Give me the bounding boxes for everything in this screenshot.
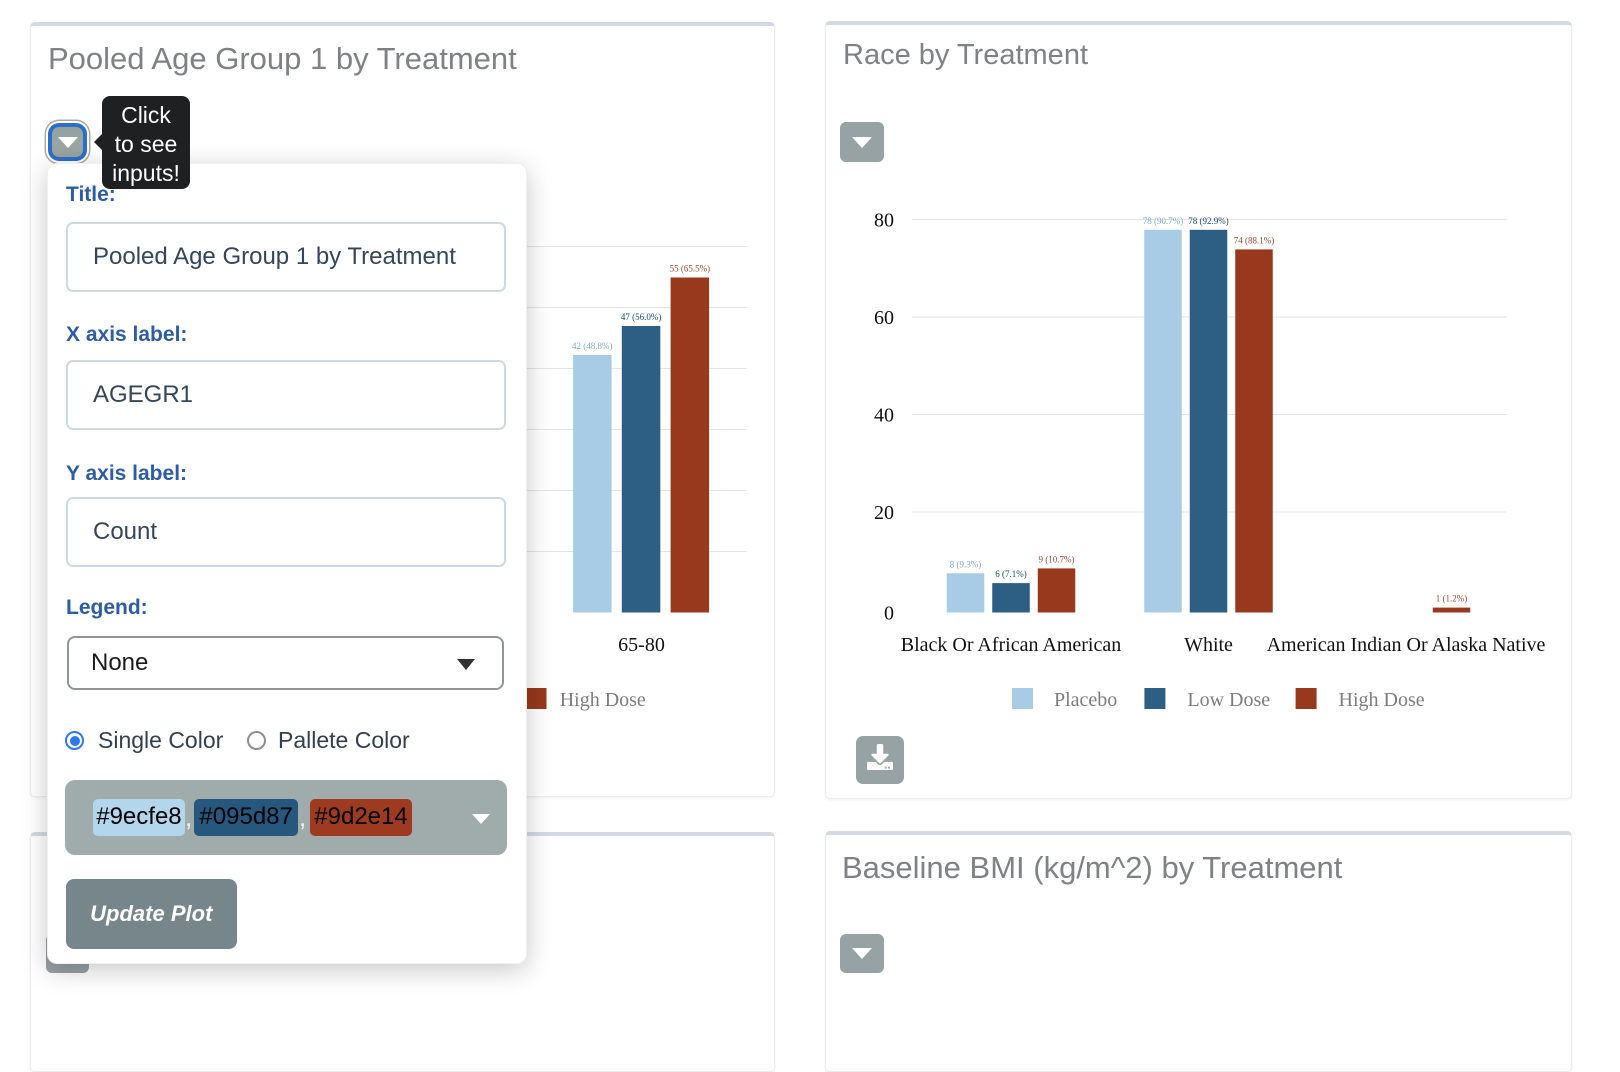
svg-text:1 (1.2%): 1 (1.2%) (1436, 594, 1468, 604)
svg-text:American Indian Or Alaska Nati: American Indian Or Alaska Native (1267, 634, 1546, 656)
svg-text:High Dose: High Dose (1339, 689, 1425, 711)
svg-text:8 (9.3%): 8 (9.3%) (950, 559, 982, 569)
svg-text:60: 60 (874, 307, 894, 329)
svg-text:65-80: 65-80 (618, 634, 665, 656)
svg-text:White: White (1184, 634, 1233, 656)
svg-text:20: 20 (874, 502, 894, 524)
svg-text:80: 80 (874, 210, 894, 232)
svg-text:Placebo: Placebo (1054, 689, 1117, 711)
svg-text:0: 0 (884, 603, 894, 625)
svg-text:74 (88.1%): 74 (88.1%) (1234, 235, 1275, 245)
svg-text:High Dose: High Dose (560, 689, 646, 711)
svg-text:78 (92.9%): 78 (92.9%) (1188, 216, 1229, 226)
svg-text:78 (90.7%): 78 (90.7%) (1143, 216, 1184, 226)
svg-text:47 (56.0%): 47 (56.0%) (621, 312, 662, 322)
svg-text:40: 40 (874, 405, 894, 427)
svg-text:55 (65.5%): 55 (65.5%) (670, 264, 711, 274)
svg-text:Black Or African American: Black Or African American (901, 634, 1121, 656)
svg-text:Low Dose: Low Dose (1187, 689, 1270, 711)
svg-text:42 (48.8%): 42 (48.8%) (572, 341, 613, 351)
svg-text:9 (10.7%): 9 (10.7%) (1039, 554, 1075, 564)
svg-text:6 (7.1%): 6 (7.1%) (995, 569, 1027, 579)
